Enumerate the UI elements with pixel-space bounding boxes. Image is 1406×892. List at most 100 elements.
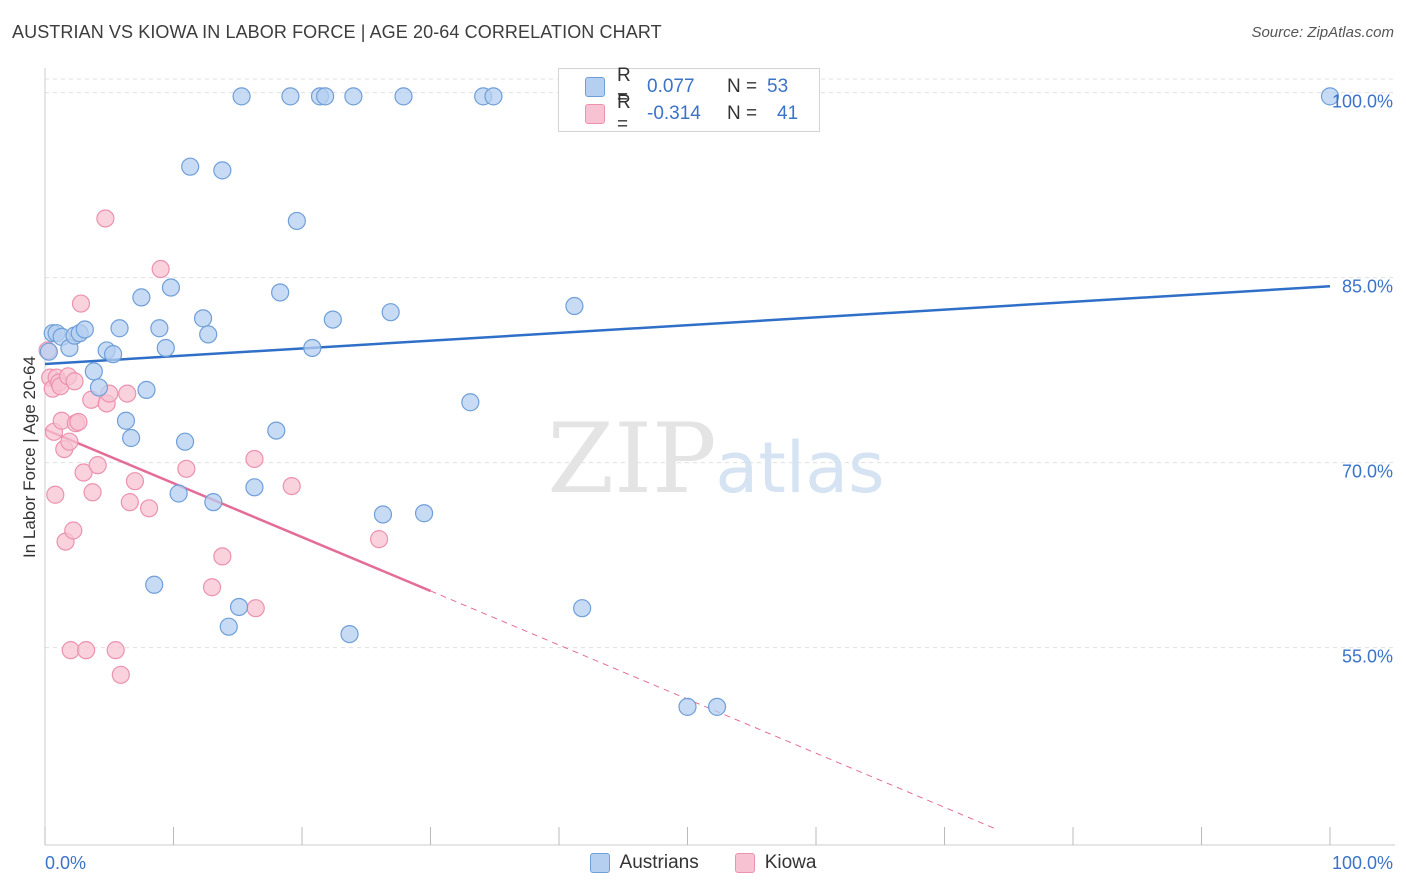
austrians-point [373,505,393,524]
austrians-point [484,87,503,106]
source-label: Source: ZipAtlas.com [1251,24,1394,41]
austrians-point [381,303,400,322]
kiowa-n-value: 41 [777,103,799,124]
kiowa-trend-line [44,428,431,593]
watermark-zip: ZIP [547,403,716,515]
austrians-point [707,697,727,716]
kiowa-point [370,530,389,549]
n-label: N = [727,103,758,124]
kiowa-point [106,641,125,660]
austrians-point [267,421,286,440]
austrians-point [137,380,156,399]
austrians-point [145,575,164,594]
austrians-trend-line [44,285,1331,366]
kiowa-point [202,578,222,597]
kiowa-r-value: -0.314 [647,103,701,124]
austrians-point [316,87,335,106]
kiowa-point [46,485,65,504]
kiowa-point [245,449,264,469]
austrians-point [232,87,251,106]
austrians-point [89,378,109,397]
kiowa-trend-extension [430,590,997,830]
data-points [38,87,1340,716]
austrians-point [271,283,290,302]
kiowa-point [61,641,80,660]
austrians-n-value: 53 [767,76,789,97]
kiowa-point [77,641,96,660]
kiowa-swatch [585,104,605,124]
austrians-point [116,411,136,430]
legend-row-kiowa: R = -0.314 N = 41 [585,92,799,135]
series-legend: Austrians Kiowa [0,852,1406,874]
correlation-legend: R = 0.077 N = 53 R = -0.314 N = 41 [558,65,820,135]
austrians-r-value: 0.077 [647,76,695,97]
austrians-point [344,87,363,106]
kiowa-point [213,547,232,566]
x-tick-label: 100.0% [1332,853,1393,873]
austrians-point [204,493,223,512]
austrians-point [150,319,169,338]
kiowa-point [111,665,130,684]
kiowa-point [139,499,159,518]
austrians-point [175,432,195,451]
austrians-point [281,87,300,106]
gridlines [45,78,1395,649]
kiowa-point [120,493,139,512]
kiowa-point [88,456,107,475]
kiowa-point [69,412,88,432]
austrians-point [39,342,58,361]
kiowa-legend-swatch [734,853,755,873]
austrians-point [161,278,181,297]
chart-title: AUSTRIAN VS KIOWA IN LABOR FORCE | AGE 2… [12,22,662,42]
austrians-point [213,161,232,180]
y-tick-label: 85.0% [1342,277,1393,297]
axes [44,68,1395,846]
legend-item-austrians[interactable]: Austrians [589,852,699,874]
austrians-point [84,362,103,381]
x-tick-label: 0.0% [45,853,86,873]
watermark: ZIP atlas [547,403,884,515]
kiowa-point [246,599,265,618]
trend-lines [44,285,1331,830]
kiowa-point [74,463,93,482]
austrians-point [1320,87,1340,106]
austrians-point [461,393,480,412]
austrians-point [573,599,592,618]
tick-labels: 100.0% 85.0% 70.0% 55.0% 0.0% 100.0% [45,92,1393,873]
austrians-point [199,325,218,344]
austrians-point [245,478,264,497]
kiowa-point [65,372,84,391]
austrians-point [340,624,359,644]
austrians-point [323,310,342,329]
austrians-point [193,309,213,328]
y-tick-label: 70.0% [1342,462,1393,482]
austrians-point [394,87,413,106]
austrians-point [104,345,123,364]
austrians-legend-swatch [589,853,610,873]
watermark-atlas: atlas [715,427,884,509]
kiowa-point [125,472,145,491]
austrians-swatch [585,77,605,97]
n-label: N = [727,76,758,97]
r-label: R = [617,92,631,135]
austrians-point [121,428,141,448]
y-tick-label: 100.0% [1332,92,1393,112]
kiowa-point [60,432,79,451]
kiowa-point [177,459,196,478]
y-tick-label: 55.0% [1342,647,1393,667]
austrians-point [132,288,151,307]
legend-item-kiowa[interactable]: Kiowa [734,852,817,874]
kiowa-point [83,483,102,502]
austrians-point [181,157,200,176]
kiowa-point [64,521,83,540]
austrians-point [229,597,249,617]
austrians-point [565,296,584,316]
kiowa-legend-label: Kiowa [764,852,817,873]
austrians-point [110,319,129,338]
kiowa-point [71,294,91,313]
austrians-point [156,338,175,358]
kiowa-point [151,259,170,279]
r-label: R = [617,65,631,108]
austrians-point [75,320,94,339]
